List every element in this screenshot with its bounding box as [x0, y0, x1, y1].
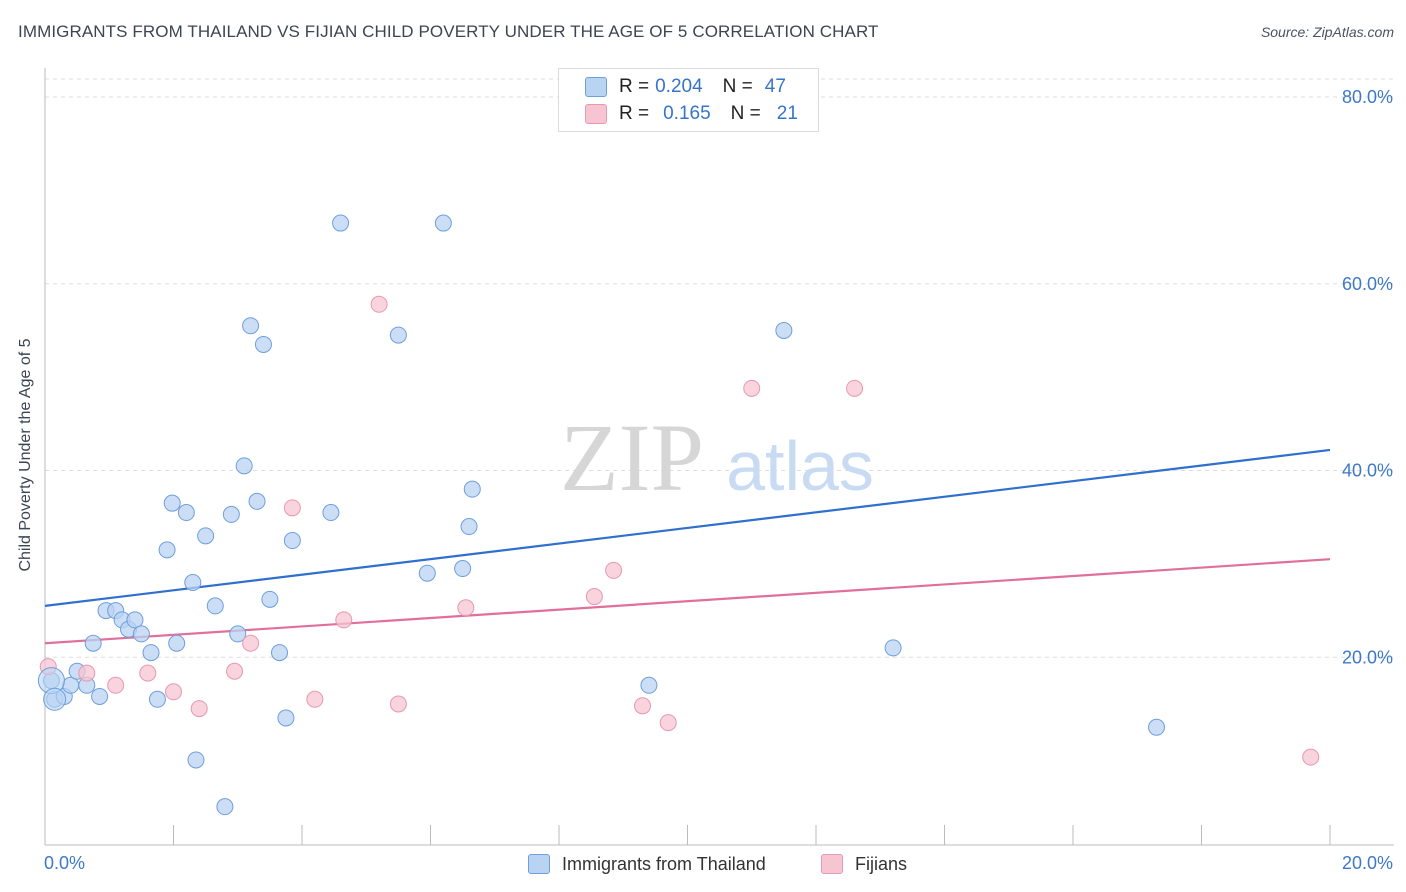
source-label: Source: ZipAtlas.com [1260, 24, 1394, 40]
x-tick-label: 0.0% [44, 853, 85, 873]
x-tick-label: 20.0% [1342, 853, 1393, 873]
gridlines [45, 78, 1395, 658]
thailand-point [132, 625, 150, 643]
fijian-point [335, 611, 353, 629]
legend-row-fijians: R = 0.165 N = 21 [585, 102, 798, 126]
axes [44, 68, 1394, 846]
fijian-point [605, 561, 623, 579]
fijian-trend-line [44, 558, 1331, 645]
bottom-legend-swatch-thailand [528, 854, 550, 874]
legend-n-value: 21 [776, 103, 798, 124]
y-axis-label: Child Poverty Under the Age of 5 [17, 338, 34, 572]
thailand-point [184, 574, 202, 592]
thailand-point [206, 597, 224, 615]
thailand-point [148, 690, 166, 708]
thailand-point [84, 634, 102, 652]
thailand-point [163, 494, 181, 512]
fijian-point [190, 700, 208, 718]
thailand-point [389, 326, 407, 344]
fijian-point [165, 683, 182, 701]
thailand-point [248, 492, 266, 510]
thailand-point-large [43, 687, 67, 711]
legend-swatch-fijians [585, 104, 607, 124]
fijian-point [306, 690, 324, 708]
thailand-point [168, 634, 186, 652]
fijian-point [585, 588, 603, 606]
fijian-point [659, 714, 677, 732]
watermark-zip: ZIP [560, 404, 704, 511]
thailand-point [242, 317, 260, 335]
bottom-legend-thailand: Immigrants from Thailand [528, 852, 766, 876]
thailand-point [463, 480, 481, 498]
thailand-trend-line [44, 448, 1331, 607]
fijian-point [389, 695, 407, 713]
fijian-point [743, 379, 761, 397]
thailand-point [460, 518, 478, 536]
thailand-point [235, 457, 253, 475]
thailand-point [884, 639, 902, 657]
watermark: ZIP atlas [560, 404, 874, 511]
fijian-point [283, 499, 301, 517]
thailand-point [283, 532, 301, 550]
legend-r-value: 0.165 [663, 103, 711, 124]
thailand-point [434, 214, 452, 232]
thailand-point [322, 504, 340, 522]
thailand-point [332, 214, 350, 232]
thailand-point [418, 564, 436, 582]
fijian-point [457, 599, 475, 617]
thailand-point [775, 321, 793, 339]
watermark-atlas: atlas [726, 427, 874, 505]
y-tick-label: 60.0% [1342, 274, 1393, 294]
legend-row-thailand: R = 0.204 N = 47 [585, 75, 786, 99]
legend-r-label: R = [619, 76, 650, 97]
thailand-point [229, 625, 247, 643]
thailand-point [271, 644, 289, 662]
points-layer [37, 214, 1320, 816]
thailand-point [91, 687, 109, 705]
legend-n-value: 47 [764, 76, 786, 97]
fijian-point [78, 664, 96, 682]
trend-lines [44, 448, 1331, 645]
legend-r-value: 0.204 [655, 76, 703, 97]
thailand-point [1148, 718, 1166, 736]
thailand-point [187, 751, 205, 769]
bottom-legend-label-thailand: Immigrants from Thailand [562, 853, 766, 874]
thailand-point [640, 676, 658, 694]
y-tick-label: 20.0% [1342, 647, 1393, 667]
fijian-point [226, 662, 244, 680]
fijian-point [370, 295, 388, 313]
tick-labels: 20.0% 40.0% 60.0% 80.0% 0.0% 20.0% [44, 87, 1393, 873]
thailand-point [158, 541, 176, 559]
fijian-point [107, 676, 125, 694]
fijian-point [1302, 748, 1320, 766]
thailand-point [177, 504, 195, 522]
y-tick-label: 40.0% [1342, 461, 1393, 481]
thailand-point [142, 644, 160, 662]
fijian-point [242, 634, 260, 652]
chart-title: IMMIGRANTS FROM THAILAND VS FIJIAN CHILD… [18, 22, 879, 41]
fijian-point [139, 664, 157, 682]
legend-r-label: R = [619, 103, 650, 124]
legend-n-label: N = [722, 76, 753, 97]
fijian-point [846, 379, 864, 397]
bottom-legend-fijians: Fijians [821, 852, 907, 876]
thailand-point [261, 590, 279, 608]
legend-swatch-thailand [585, 77, 607, 97]
thailand-point [216, 798, 234, 816]
y-tick-label: 80.0% [1342, 87, 1393, 107]
thailand-point [222, 505, 240, 523]
bottom-legend-swatch-fijians [821, 854, 843, 874]
thailand-point [277, 709, 295, 727]
thailand-point [254, 335, 272, 353]
bottom-legend-label-fijians: Fijians [855, 853, 908, 874]
legend-n-label: N = [730, 103, 761, 124]
thailand-point [454, 560, 472, 578]
fijian-point [634, 697, 652, 715]
thailand-point [126, 611, 144, 629]
correlation-legend: R = 0.204 N = 47 R = 0.165 N = 21 [558, 68, 819, 132]
thailand-point [197, 527, 215, 545]
